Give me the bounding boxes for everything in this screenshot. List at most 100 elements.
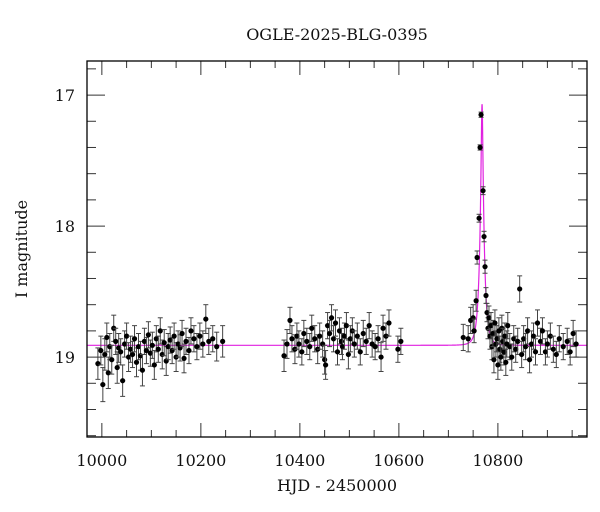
data-point	[564, 327, 570, 355]
model-curve-line	[87, 104, 587, 346]
data-point	[151, 350, 157, 380]
data-point	[478, 111, 484, 118]
data-point	[553, 340, 559, 369]
data-point	[473, 289, 479, 312]
data-point	[220, 325, 226, 358]
axis-ticks	[87, 61, 587, 437]
data-point	[360, 319, 366, 348]
data-point	[372, 333, 378, 361]
data-point	[281, 339, 287, 372]
data-point	[307, 333, 313, 361]
data-point	[480, 186, 486, 196]
data-point	[509, 343, 515, 371]
data-point	[380, 314, 386, 342]
data-point	[503, 348, 509, 376]
data-point	[471, 318, 477, 344]
data-point	[98, 335, 104, 366]
data-point	[375, 325, 381, 353]
data-point	[323, 350, 329, 380]
data-point	[351, 330, 357, 358]
data-point	[206, 327, 212, 355]
data-point	[534, 309, 541, 337]
data-point	[386, 309, 392, 337]
data-point	[109, 344, 115, 375]
model-curve	[87, 104, 587, 346]
y-tick-label: 17	[55, 86, 75, 105]
data-point	[517, 275, 523, 303]
data-point	[197, 322, 203, 350]
y-tick-labels: 17 18 19	[55, 86, 75, 367]
data-point	[477, 144, 483, 151]
y-axis-label: I magnitude	[12, 200, 31, 298]
data-point	[171, 322, 177, 350]
data-point	[312, 325, 318, 353]
data-point	[296, 330, 302, 358]
x-tick-label: 10800	[472, 451, 523, 470]
data-point	[188, 317, 194, 345]
data-point	[378, 342, 384, 372]
data-point	[495, 350, 501, 380]
data-point	[547, 322, 553, 350]
data-point	[507, 333, 513, 361]
data-point	[183, 327, 189, 355]
y-tick-label: 18	[55, 217, 75, 236]
chart-title: OGLE-2025-BLG-0395	[246, 25, 428, 44]
data-point	[161, 329, 167, 357]
data-point	[159, 339, 165, 370]
data-point	[556, 325, 562, 353]
data-point	[560, 333, 566, 361]
data-point	[304, 327, 310, 355]
data-point	[537, 327, 544, 355]
data-point	[114, 351, 120, 384]
data-point	[511, 325, 517, 353]
data-point	[383, 322, 389, 350]
x-axis-label: HJD - 2450000	[277, 476, 397, 495]
data-point	[544, 330, 550, 358]
data-point	[317, 322, 323, 350]
data-point	[287, 306, 293, 335]
data-point	[200, 330, 206, 358]
data-point	[501, 338, 507, 366]
data-point	[515, 327, 521, 355]
data-point	[104, 322, 110, 353]
data-point	[210, 325, 216, 353]
data-point	[532, 338, 539, 366]
data-point	[476, 213, 482, 223]
data-point	[289, 325, 295, 353]
data-points	[95, 111, 579, 403]
plot-frame	[86, 60, 588, 438]
data-point	[181, 343, 187, 374]
data-point	[460, 323, 466, 352]
x-tick-label: 10600	[373, 451, 424, 470]
data-point	[332, 309, 339, 337]
data-point	[343, 312, 350, 340]
data-point	[105, 356, 111, 390]
x-tick-label: 10400	[274, 451, 325, 470]
data-point	[567, 338, 573, 366]
data-point	[194, 333, 200, 361]
data-point	[491, 346, 497, 374]
data-point	[570, 319, 576, 348]
x-tick-label: 10000	[76, 451, 127, 470]
data-point	[354, 322, 360, 350]
data-point	[474, 250, 480, 265]
data-point	[155, 335, 161, 363]
data-point	[139, 353, 146, 387]
data-point	[100, 367, 106, 403]
data-point	[214, 331, 220, 362]
x-tick-label: 10200	[175, 451, 226, 470]
data-point	[398, 327, 404, 355]
data-point	[483, 287, 489, 304]
data-point	[550, 335, 556, 363]
data-point	[145, 321, 151, 349]
data-point	[490, 319, 496, 348]
data-point	[363, 327, 369, 355]
data-point	[153, 325, 159, 353]
data-point	[482, 259, 488, 274]
data-point	[369, 330, 375, 358]
data-point	[127, 335, 134, 363]
data-point	[203, 304, 209, 335]
data-point	[539, 317, 546, 345]
y-tick-label: 19	[55, 348, 75, 367]
